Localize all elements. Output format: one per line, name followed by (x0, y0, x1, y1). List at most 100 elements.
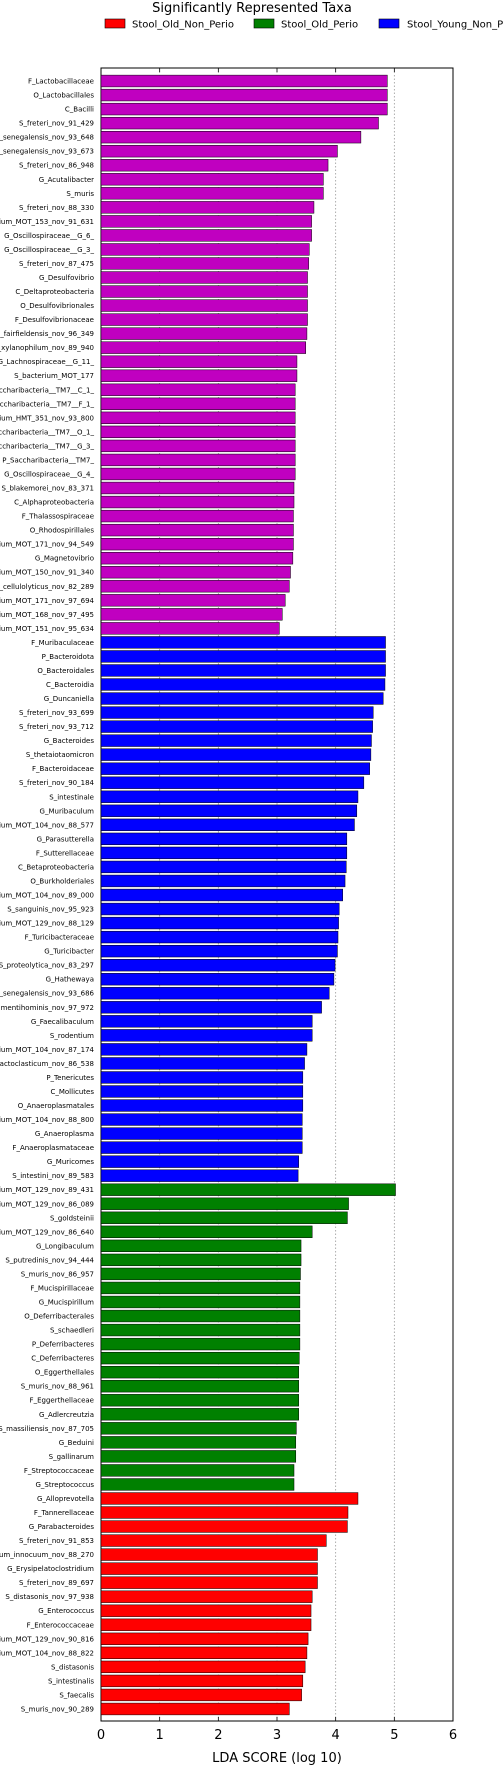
bar (100, 116, 379, 130)
category-label: S_bacterium_MOT_171_nov_94_549 (0, 541, 94, 549)
category-label: C_Saccharibacteria__TM7__C_1_ (0, 386, 94, 394)
category-label: G_Duncaniella (44, 695, 94, 703)
category-label: F_Eggerthellaceae (30, 1397, 94, 1405)
bar (100, 1281, 301, 1295)
category-label: S_fairfieldensis_nov_96_349 (0, 330, 94, 338)
category-label: G_Beduini (59, 1439, 94, 1447)
bar (100, 916, 339, 930)
category-labels: F_Lactobacillaceae O_Lactobacillales C_Bac… (0, 78, 95, 1714)
bar (100, 888, 343, 902)
category-label: S_clostridium_innocuum_nov_88_270 (0, 1551, 94, 1559)
category-label: G_Magnetovibrio (35, 555, 94, 563)
category-label: G_Parasutterella (37, 835, 94, 843)
bar (100, 1534, 327, 1547)
category-label: S_bacterium_MOT_104_nov_89_000 (0, 892, 94, 900)
category-label: S_freteri_nov_91_429 (19, 120, 94, 128)
category-label: S_xylanophilum_nov_89_940 (0, 344, 94, 352)
bar (100, 1225, 313, 1238)
bar (100, 159, 329, 172)
category-label: F_Turicibacteraceae (25, 934, 94, 942)
category-label: S_bacterium_MOT_129_nov_89_431 (0, 1186, 94, 1194)
category-label: F_Desulfovibrionaceae (15, 316, 94, 324)
category-label: S_bacterium_MOT_177 (14, 372, 94, 380)
bar (100, 285, 308, 298)
bar (100, 481, 295, 495)
category-label: P_Tenericutes (46, 1074, 94, 1082)
category-label: G_Anaeroplasma (35, 1130, 94, 1138)
legend-swatch-stool-old-non-perio (104, 18, 126, 29)
bar (100, 804, 358, 817)
bar (100, 74, 388, 88)
x-tick-label: 5 (390, 1728, 398, 1743)
bar (100, 734, 372, 747)
category-label: S_bacterium_MOT_150_nov_91_340 (0, 569, 94, 577)
bar (100, 902, 340, 916)
bar (100, 257, 309, 270)
category-label: S_bacterium_MOT_104_nov_88_577 (0, 821, 94, 829)
bar (100, 1408, 299, 1421)
category-label: G_Streptococcus (35, 1481, 94, 1489)
bar (100, 1478, 295, 1491)
category-label: G_Faecalibaculum (31, 1018, 94, 1026)
category-label: C_Bacilli (65, 106, 94, 114)
category-label: G_Lachnospiraceae__G_11_ (0, 358, 94, 366)
bar (100, 1660, 306, 1674)
bar (100, 874, 346, 888)
category-label: S_senegalensis_nov_93_673 (0, 148, 94, 156)
category-label: S_bacterium_HMT_351_nov_93_800 (0, 414, 94, 422)
category-label: S_intestinale (49, 793, 94, 801)
bar (100, 1351, 300, 1365)
category-label: G_Hathewaya (46, 976, 94, 984)
category-label: F_Tannerellaceae (34, 1509, 94, 1517)
category-label: P_Saccharibacteria__TM7_ (2, 456, 94, 464)
category-label: G_Oscillospiraceae__G_6_ (4, 232, 94, 240)
bar (100, 538, 294, 551)
bar (100, 1688, 302, 1702)
bar (100, 243, 310, 256)
category-label: O_Saccharibacteria__TM7__O_1_ (0, 428, 94, 436)
bar (100, 1506, 349, 1519)
bar (100, 1590, 313, 1603)
category-label: S_freteri_nov_86_948 (19, 162, 94, 170)
bar (100, 495, 295, 509)
category-label: G_Bacteroides (44, 737, 95, 745)
legend-swatch-stool-young-non-perio (378, 18, 400, 29)
bar (100, 1141, 303, 1154)
category-label: S_bacterium_MOT_153_nov_91_631 (0, 218, 94, 226)
bar (100, 636, 386, 649)
category-label: S_blakemorei_nov_83_371 (2, 485, 94, 493)
legend-swatch-stool-old-perio (253, 18, 275, 29)
bar (100, 818, 355, 831)
bar (100, 1239, 302, 1252)
category-label: G_Saccharibacteria__TM7__G_3_ (0, 442, 94, 450)
category-label: F_Sutterellaceae (36, 849, 94, 857)
bar (100, 1702, 290, 1716)
bar (100, 1099, 304, 1112)
bar (100, 1394, 299, 1407)
bar (100, 566, 291, 579)
legend-label-stool-old-non-perio: Stool_Old_Non_Perio (132, 20, 234, 31)
bar (100, 650, 386, 663)
bar (100, 790, 359, 803)
category-label: S_bacterium_MOT_168_nov_97_495 (0, 611, 94, 619)
category-label: S_senegalensis_nov_93_648 (0, 134, 94, 142)
category-label: O_Eggerthellales (35, 1369, 94, 1377)
category-label: C_Deltaproteobacteria (15, 288, 94, 296)
category-label: F_Saccharibacteria__TM7__F_1_ (0, 400, 94, 408)
category-label: S_freteri_nov_89_697 (19, 1579, 94, 1587)
bar (100, 383, 296, 396)
category-label: S_bacterium_MOT_129_nov_90_816 (0, 1635, 95, 1643)
bar (100, 271, 308, 284)
bar (100, 706, 374, 719)
x-axis-label: LDA SCORE (log 10) (212, 1751, 342, 1766)
category-label: S_clostridiumimentihominis_nov_97_972 (0, 1004, 94, 1012)
x-tick-label: 4 (332, 1728, 340, 1743)
bar (100, 439, 296, 453)
bar (100, 369, 298, 382)
bar (100, 580, 290, 593)
bar (100, 1520, 348, 1533)
bar (100, 608, 283, 621)
bar (100, 131, 362, 144)
bar (100, 355, 298, 368)
